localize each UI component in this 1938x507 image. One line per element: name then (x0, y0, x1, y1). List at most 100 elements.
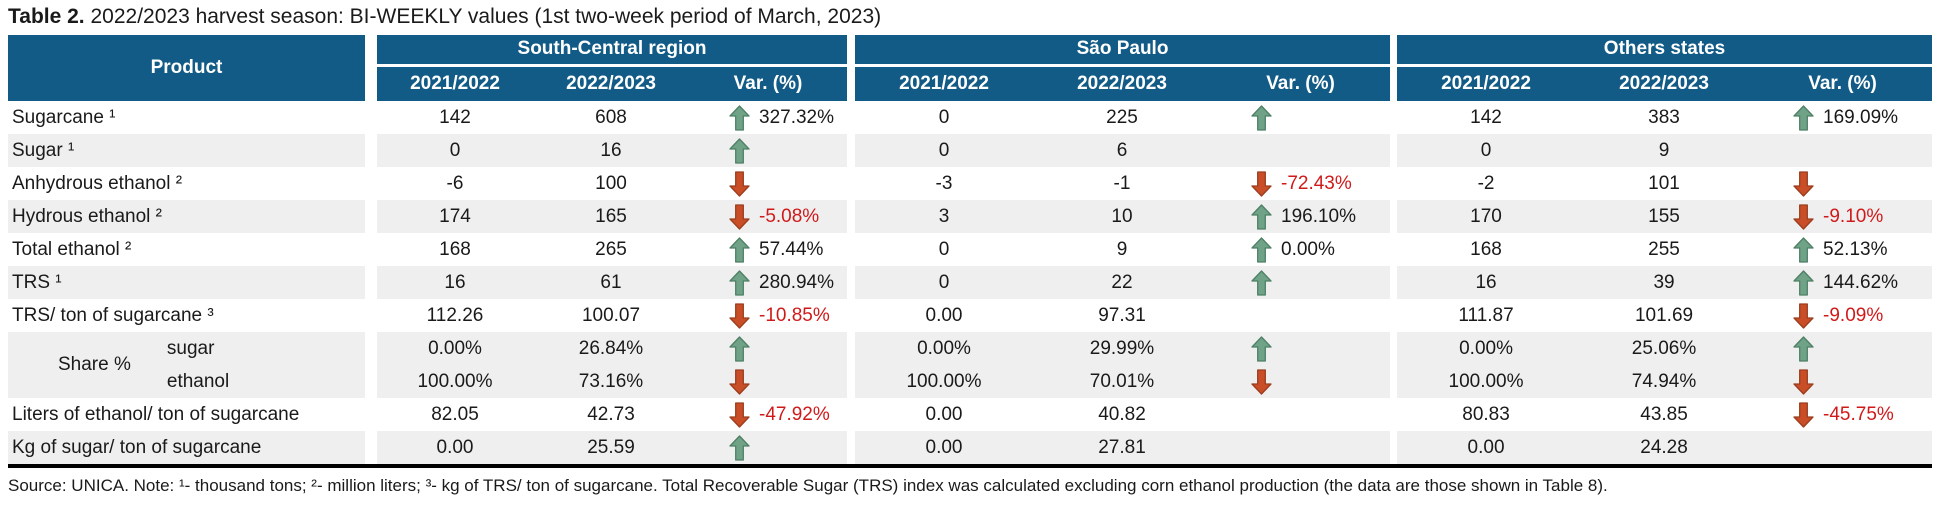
variation-content (1211, 134, 1390, 167)
variation-cell (689, 431, 847, 466)
variation-value: 327.32% (759, 106, 835, 128)
share-sub-label-ethanol: ethanol (166, 371, 230, 392)
column-divider (847, 35, 855, 101)
down-arrow-icon (1793, 368, 1814, 395)
variation-cell: -72.43% (1211, 167, 1390, 200)
variation-cell: 169.09% (1753, 101, 1932, 134)
up-arrow-icon (1251, 269, 1272, 296)
variation-content: 280.94% (689, 266, 847, 299)
table-row: Share % sugar ethanol 0.00% 26.84% 0.00% 29.99… (8, 332, 1933, 398)
column-divider (847, 233, 855, 266)
variation-content: 52.13% (1753, 233, 1932, 266)
value-cell: 255 (1648, 238, 1680, 260)
value-cell: 27.81 (1033, 431, 1211, 466)
value-cell: 142 (439, 106, 471, 128)
variation-content (1211, 332, 1390, 365)
product-cell: Anhydrous ethanol ² (12, 172, 183, 194)
variation-value: -9.09% (1823, 304, 1884, 326)
down-arrow-icon (1793, 170, 1814, 197)
value-cell: 26.84% (533, 332, 689, 365)
value-cell: 22 (1033, 266, 1211, 299)
variation-value: -5.08% (759, 205, 820, 227)
value-cell: 0.00 (925, 304, 963, 326)
variation-cell: 52.13% (1753, 233, 1932, 266)
column-divider (365, 134, 377, 167)
region-header-south-central: South-Central region (377, 35, 847, 67)
variation-cell (689, 365, 847, 398)
variation-cell: -47.92% (689, 398, 847, 431)
down-arrow-icon (729, 170, 750, 197)
share-group: Share % sugar ethanol (12, 332, 365, 398)
value-cell: 101 (1648, 172, 1680, 194)
season-header-2022-2023: 2022/2023 (1033, 65, 1211, 101)
value-cell: 168 (439, 238, 471, 260)
variation-cell: 196.10% (1211, 200, 1391, 233)
value-cell: 43.85 (1640, 403, 1688, 425)
value-cell: 0.00 (1397, 431, 1576, 466)
table-row: TRS/ ton of sugarcane ³ 112.26 100.07 -10.8… (8, 299, 1932, 332)
variation-content (689, 167, 847, 200)
value-cell: 142 (1470, 106, 1502, 128)
down-arrow-icon (729, 401, 750, 428)
region-header-others-states: Others states (1397, 35, 1933, 67)
variation-cell (689, 167, 847, 200)
up-arrow-icon (1793, 236, 1814, 263)
variation-cell (1211, 332, 1391, 365)
column-divider (847, 299, 855, 332)
variation-content: 196.10% (1211, 200, 1390, 233)
value-cell: -1 (1113, 172, 1131, 194)
column-divider (847, 167, 855, 200)
table-row: Sugar ¹ 0 16 0 6 0 9 (8, 134, 1933, 167)
variation-content (689, 332, 847, 365)
column-divider (1390, 332, 1398, 365)
column-divider (1390, 101, 1398, 134)
variation-value: 169.09% (1823, 106, 1899, 128)
down-arrow-icon (1793, 401, 1814, 428)
up-arrow-icon (1793, 104, 1814, 131)
variation-cell (689, 134, 847, 167)
up-arrow-icon (729, 236, 750, 263)
variation-content: -9.10% (1753, 200, 1932, 233)
variation-cell: 280.94% (689, 266, 847, 299)
value-cell: 70.01% (1033, 365, 1211, 398)
value-cell: 0 (855, 266, 1033, 299)
value-cell: 383 (1648, 106, 1680, 128)
variation-cell (1211, 134, 1391, 167)
up-arrow-icon (1793, 335, 1814, 362)
variation-content (1753, 365, 1932, 398)
column-divider (365, 35, 377, 101)
column-divider (847, 332, 855, 365)
season-header-2021-2022: 2021/2022 (377, 65, 533, 101)
column-divider (365, 233, 377, 266)
table-title-label: Table 2. (8, 5, 85, 28)
value-cell: 3 (855, 200, 1033, 233)
report-page: Table 2. 2022/2023 harvest season: BI-WE… (8, 5, 1933, 495)
column-divider (847, 266, 855, 299)
season-header-2021-2022: 2021/2022 (855, 65, 1033, 101)
table-row: Hydrous ethanol ² 174 165 -5.08% 3 10 196.10% 1… (8, 200, 1933, 233)
column-divider (365, 101, 377, 134)
variation-content: 144.62% (1753, 266, 1932, 299)
down-arrow-icon (729, 302, 750, 329)
value-cell: 0 (938, 238, 950, 260)
variation-cell: -45.75% (1753, 398, 1932, 431)
value-cell: 25.59 (533, 431, 689, 466)
column-divider (847, 101, 855, 134)
column-divider (365, 431, 377, 466)
source-note: Source: UNICA. Note: ¹- thousand tons; ²… (8, 476, 1608, 495)
variation-cell (1211, 266, 1391, 299)
season-header-row: 2021/2022 2022/2023 Var. (%) 2021/2022 2… (8, 65, 1933, 101)
product-cell: Liters of ethanol/ ton of sugarcane (12, 403, 300, 425)
column-divider (847, 431, 855, 466)
up-arrow-icon (1251, 236, 1272, 263)
variation-content: -10.85% (689, 299, 847, 332)
value-cell: 265 (595, 238, 627, 260)
variation-content: 0.00% (1211, 233, 1390, 266)
value-cell: 10 (1033, 200, 1211, 233)
up-arrow-icon (729, 335, 750, 362)
variation-cell: 144.62% (1753, 266, 1933, 299)
table-row: Anhydrous ethanol ² -6 100 -3 -1 -72.43% -2 101 (8, 167, 1932, 200)
value-cell: -6 (446, 172, 464, 194)
down-arrow-icon (1793, 302, 1814, 329)
column-divider (847, 398, 855, 431)
